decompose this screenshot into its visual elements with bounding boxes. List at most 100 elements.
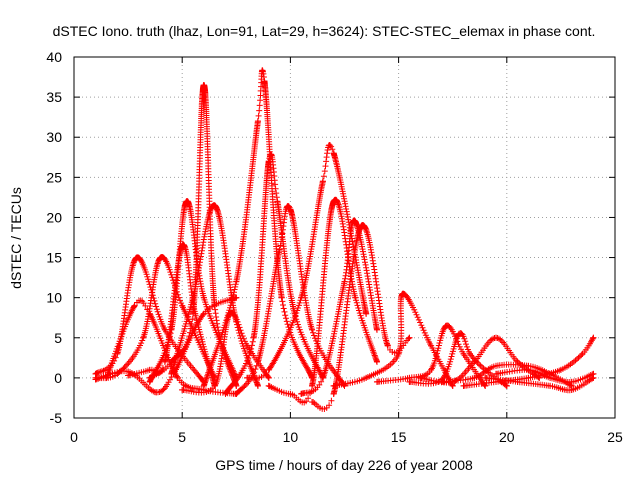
data-point — [525, 366, 532, 373]
y-tick-label: 40 — [46, 49, 62, 65]
y-axis-title: dSTEC / TECUs — [8, 187, 24, 289]
data-point — [363, 310, 370, 317]
series-7 — [146, 82, 240, 389]
data-point — [492, 334, 499, 341]
data-point — [146, 366, 153, 373]
y-tick-label: 0 — [54, 370, 62, 386]
data-point — [211, 302, 218, 309]
data-point — [133, 254, 140, 261]
data-point — [265, 374, 272, 381]
data-point — [373, 358, 380, 365]
data-point — [190, 294, 197, 301]
y-tick-label: -5 — [50, 410, 63, 426]
data-point — [200, 382, 207, 389]
series-16 — [309, 222, 413, 412]
data-point — [211, 202, 218, 209]
data-point — [330, 390, 337, 397]
data-point — [211, 382, 218, 389]
data-point — [200, 294, 207, 301]
data-point — [341, 278, 348, 285]
data-point — [298, 294, 305, 301]
x-tick-label: 5 — [178, 429, 186, 445]
data-point — [373, 326, 380, 333]
x-axis: 0 5 10 15 20 25 — [70, 57, 623, 445]
data-point — [174, 374, 181, 381]
data-point — [467, 350, 474, 357]
data-point — [471, 358, 478, 365]
data-point — [319, 178, 326, 185]
data-point — [547, 374, 554, 381]
data-point — [525, 374, 532, 381]
data-point — [438, 378, 445, 385]
x-tick-label: 0 — [70, 429, 78, 445]
x-tick-label: 15 — [391, 429, 407, 445]
data-point — [265, 382, 272, 389]
data-point — [276, 246, 283, 253]
data-point — [471, 374, 478, 381]
data-point — [254, 358, 261, 365]
data-point — [233, 390, 240, 397]
data-point — [168, 326, 175, 333]
series-9 — [179, 309, 272, 396]
data-point — [330, 382, 337, 389]
data-layer — [92, 67, 597, 412]
series-12 — [233, 203, 348, 397]
data-point — [568, 378, 575, 385]
data-point — [547, 382, 554, 389]
data-point — [482, 382, 489, 389]
data-point — [395, 350, 402, 357]
y-tick-label: 15 — [46, 250, 62, 266]
data-point — [330, 198, 337, 205]
data-point — [557, 366, 564, 373]
data-point — [200, 82, 207, 89]
series-13 — [244, 142, 370, 382]
data-point — [254, 382, 261, 389]
data-point — [352, 294, 359, 301]
data-point — [278, 294, 285, 301]
data-point — [146, 374, 153, 381]
data-point — [590, 370, 597, 377]
data-point — [168, 370, 175, 377]
y-tick-label: 10 — [46, 290, 62, 306]
x-axis-title: GPS time / hours of day 226 of year 2008 — [215, 457, 473, 473]
data-point — [399, 290, 406, 297]
data-point — [244, 374, 251, 381]
series-24 — [492, 366, 597, 385]
data-point — [330, 150, 337, 157]
data-point — [265, 158, 272, 165]
data-point — [492, 362, 499, 369]
data-point — [140, 334, 147, 341]
data-point — [406, 334, 413, 341]
data-point — [153, 389, 160, 396]
data-point — [179, 302, 186, 309]
y-tick-label: 30 — [46, 129, 62, 145]
data-point — [482, 374, 489, 381]
data-point — [514, 378, 521, 385]
data-point — [358, 222, 365, 229]
y-axis: -5 0 5 10 15 20 25 30 35 40 — [46, 49, 615, 426]
series-17 — [330, 290, 456, 389]
data-point — [373, 378, 380, 385]
data-point — [287, 206, 294, 213]
data-point — [406, 378, 413, 385]
y-tick-label: 20 — [46, 209, 62, 225]
x-tick-label: 10 — [283, 429, 299, 445]
data-point — [261, 78, 268, 85]
plot-frame — [73, 56, 616, 419]
data-point — [456, 330, 463, 337]
data-point — [309, 326, 316, 333]
data-point — [183, 198, 190, 205]
data-point — [384, 342, 391, 349]
data-point — [568, 386, 575, 393]
data-point — [363, 374, 370, 381]
data-point — [125, 372, 132, 379]
data-point — [309, 398, 316, 405]
data-point — [200, 310, 207, 317]
series-23 — [482, 374, 597, 394]
data-point — [460, 350, 467, 357]
data-point — [417, 374, 424, 381]
data-point — [92, 374, 99, 381]
data-point — [161, 326, 168, 333]
